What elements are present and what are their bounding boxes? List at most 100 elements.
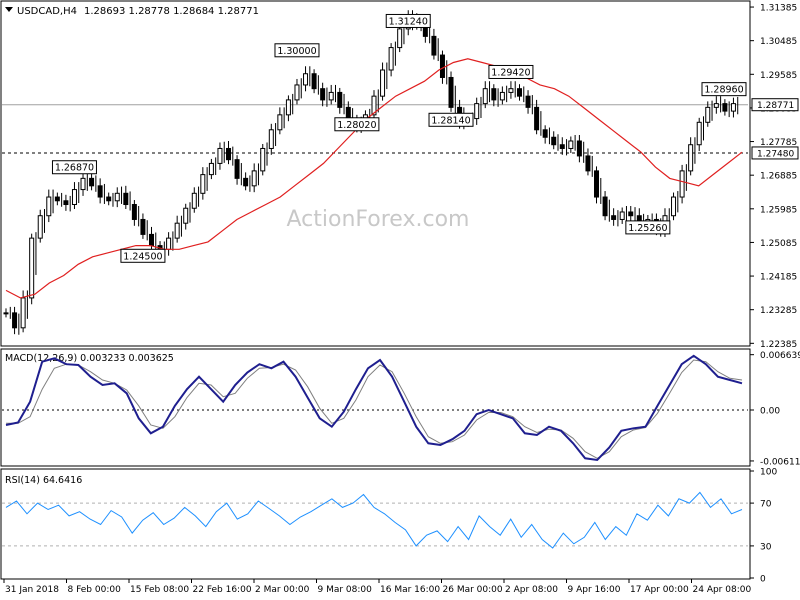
candle-body (166, 237, 172, 250)
price-tick-label: 1.27785 (760, 138, 797, 148)
candle-body (97, 185, 103, 198)
price-tick-label: 1.25985 (760, 205, 797, 215)
price-annotation-box (274, 43, 320, 58)
candle-body (12, 312, 18, 329)
chart-header: USDCAD,H4 1.28693 1.28778 1.28684 1.2877… (5, 6, 259, 17)
rsi-tick-label: 0 (760, 575, 766, 585)
candle-body (123, 192, 129, 206)
time-tick-label: 9 Apr 16:00 (568, 585, 621, 595)
candle-body (37, 215, 43, 239)
time-tick-label: 16 Mar 16:00 (380, 585, 440, 595)
macd-tick-label: 0.006639 (760, 351, 800, 361)
candle-body (516, 88, 522, 97)
candle-body (713, 103, 719, 108)
price-annotation-label: 1.29420 (491, 67, 530, 78)
time-tick-label: 26 Mar 00:00 (443, 585, 503, 595)
candle-body (482, 88, 488, 105)
candle-body (705, 106, 711, 123)
candle-body (303, 73, 309, 86)
price-marker-box (751, 98, 799, 112)
candle-body (131, 204, 137, 220)
candle-body (174, 222, 180, 239)
macd-line (5, 354, 743, 462)
candle-body (217, 147, 223, 164)
time-tick-label: 15 Feb 08:00 (130, 585, 189, 595)
candle-body (551, 136, 557, 146)
candle-body (722, 103, 728, 112)
candle-body (448, 76, 454, 108)
candle-body (20, 297, 26, 329)
time-tick-label: 9 Mar 08:00 (318, 585, 373, 595)
macd-label: MACD(12,26,9) 0.003233 0.003625 (5, 353, 174, 364)
candle-body (89, 177, 95, 187)
watermark: ActionForex.com (287, 207, 470, 232)
rsi-tick-label: 100 (760, 468, 777, 478)
candle-body (696, 121, 702, 146)
rsi-line (5, 491, 743, 549)
price-annotation-box (51, 160, 97, 175)
price-annotation-label: 1.30000 (277, 46, 316, 57)
candle-body (542, 129, 548, 138)
candle-body (311, 73, 317, 90)
price-annotation-box (625, 220, 671, 235)
price-marker-box (751, 146, 799, 160)
symbol-label: USDCAD,H4 (17, 6, 77, 17)
macd-tick-label: -0.006114 (760, 457, 800, 467)
candle-body (337, 91, 343, 108)
candle-body (602, 196, 608, 217)
price-annotation-box (488, 64, 534, 79)
price-annotation-box (385, 13, 431, 28)
candle-body (594, 170, 600, 198)
price-tick-label: 1.31385 (760, 4, 797, 14)
price-tick-label: 1.29585 (760, 71, 797, 81)
axes: 1.313851.304851.295851.286851.277851.268… (3, 4, 800, 595)
price-tick-label: 1.23285 (760, 306, 797, 316)
rsi-plot (2, 491, 748, 549)
candle-body (671, 196, 677, 217)
rsi-tick-label: 30 (760, 542, 772, 552)
candle-body (576, 140, 582, 157)
candle-body (328, 91, 334, 101)
time-tick-label: 2 Mar 00:00 (255, 585, 310, 595)
price-annotation-box (120, 248, 166, 263)
price-marker-label: 1.27480 (757, 149, 794, 159)
candle-body (54, 196, 60, 202)
candle-body (191, 192, 197, 209)
rsi-tick-label: 70 (760, 500, 772, 510)
candle-body (320, 88, 326, 101)
candle-body (29, 237, 35, 299)
price-annotation-label: 1.24500 (123, 251, 162, 262)
price-tick-label: 1.22385 (760, 340, 797, 350)
macd-tick-label: 0.00 (760, 407, 780, 417)
macd-panel-frame (0, 348, 751, 467)
candle-body (63, 200, 69, 206)
collapse-triangle-icon[interactable] (5, 7, 13, 12)
candle-body (71, 189, 77, 206)
candle-body (397, 28, 403, 49)
candle-body (431, 35, 437, 56)
candle-body (3, 312, 9, 315)
candle-body (200, 174, 206, 194)
price-tick-label: 1.26885 (760, 172, 797, 182)
candle-body (491, 88, 497, 101)
price-marker-label: 1.28771 (757, 101, 794, 111)
price-annotation-box (428, 112, 474, 127)
candle-body (388, 47, 394, 71)
candle-body (688, 144, 694, 172)
price-annotation-label: 1.26870 (55, 163, 94, 174)
candle-body (183, 207, 189, 224)
candle-body (559, 144, 565, 149)
price-annotation-label: 1.31240 (389, 16, 428, 27)
time-tick-label: 24 Apr 08:00 (693, 585, 752, 595)
price-plot: 1.31240 1.30000 1.28020 1.29420 1.28140 1.289… (2, 10, 748, 335)
candle-body (251, 170, 257, 187)
macd-plot (2, 354, 748, 462)
candle-body (474, 103, 480, 120)
candle-body (508, 88, 514, 93)
candle-body (679, 170, 685, 198)
candle-body (226, 147, 232, 161)
candle-body (46, 196, 52, 217)
macd-signal-line (6, 359, 743, 459)
time-tick-label: 31 Jan 2018 (5, 585, 59, 595)
